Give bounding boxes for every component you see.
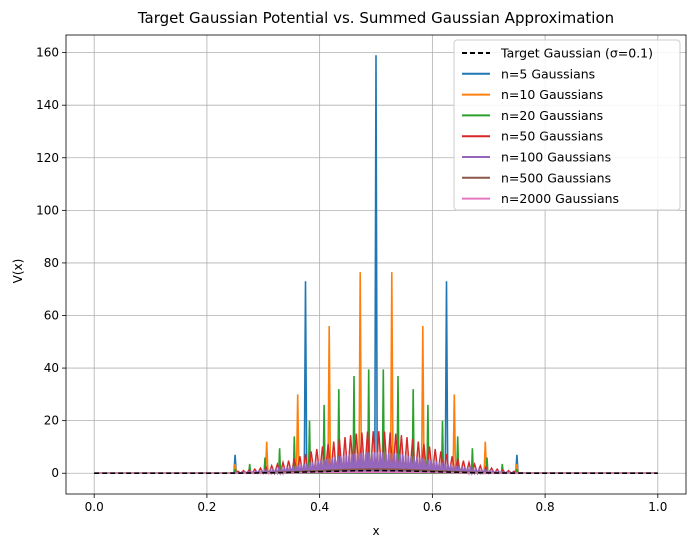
axes-frame (65, 34, 687, 495)
legend-label: n=20 Gaussians (501, 108, 603, 123)
legend-label: n=2000 Gaussians (501, 191, 619, 206)
legend-label: n=50 Gaussians (501, 129, 603, 144)
x-axis-label: x (372, 524, 379, 538)
y-tick-label: 40 (44, 361, 59, 375)
y-tick-label: 60 (44, 309, 59, 323)
legend-box (453, 39, 681, 211)
y-tick-label: 0 (51, 466, 59, 480)
x-tick-label: 0.0 (85, 500, 104, 514)
y-tick-label: 120 (36, 151, 59, 165)
legend-label: Target Gaussian (σ=0.1) (500, 46, 653, 61)
y-axis-label: V(x) (11, 259, 25, 284)
legend-label: n=5 Gaussians (501, 66, 595, 81)
x-tick-label: 0.4 (310, 500, 329, 514)
legend: Target Gaussian (σ=0.1) n=5 Gaussians n=10… (453, 39, 681, 211)
legend-label: n=500 Gaussians (501, 170, 611, 185)
y-tick-label: 140 (36, 98, 59, 112)
x-tick-label: 0.2 (197, 500, 216, 514)
x-tick-label: 1.0 (648, 500, 667, 514)
series-line-n100 (94, 452, 658, 476)
x-tick-label: 0.8 (536, 500, 555, 514)
legend-label: n=100 Gaussians (501, 150, 611, 165)
series-group (94, 55, 658, 476)
y-tick-label: 160 (36, 46, 59, 60)
target-gaussian-line (94, 469, 658, 474)
legend-label: n=10 Gaussians (501, 87, 603, 102)
y-tick-label: 100 (36, 203, 59, 217)
y-tick-label: 20 (44, 414, 59, 428)
x-tick-label: 0.6 (423, 500, 442, 514)
y-tick-label: 80 (44, 256, 59, 270)
chart-title: Target Gaussian Potential vs. Summed Gau… (137, 9, 614, 27)
